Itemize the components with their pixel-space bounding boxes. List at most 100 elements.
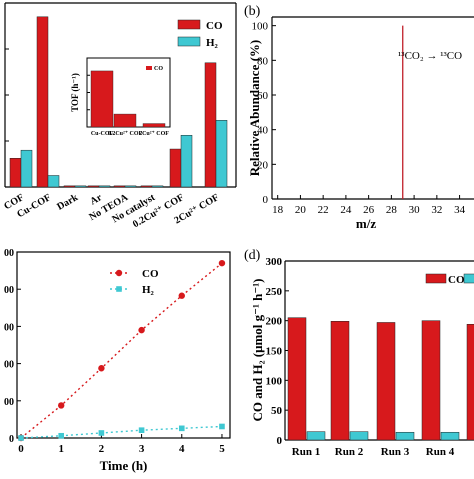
bar-co xyxy=(169,148,182,188)
inset-bar-co xyxy=(90,70,114,128)
x-tick-label: 3 xyxy=(139,443,145,455)
inset-x-tick-label: Cu-COF xyxy=(91,131,114,137)
bar-co xyxy=(140,185,153,188)
panel-d: (d) 0 50 100 150 200 250 300 Run 1 Run 2 Run 3 Run … xyxy=(244,248,474,458)
bar-h2 xyxy=(349,431,369,441)
x-tick-label: Run 3 xyxy=(381,446,410,458)
x-tick-label: Run 4 xyxy=(426,446,455,458)
x-tick-label: 18 xyxy=(272,204,284,216)
x-tick-label: 24 xyxy=(340,204,352,216)
x-tick-label: 30 xyxy=(409,204,421,216)
point-co xyxy=(58,402,65,409)
panel-b: (b)02040608010018202224262830323436¹³CO₂… xyxy=(244,4,474,231)
bar-h2 xyxy=(180,135,193,188)
legend-label-h2: H₂ xyxy=(142,284,155,296)
y-tick-label: 100 xyxy=(252,21,269,33)
x-tick-label: 20 xyxy=(295,204,307,216)
inset-x-tick-label: 0.2Cu²⁺ COF xyxy=(108,131,143,137)
x-tick-label: 34 xyxy=(454,204,466,216)
point-co xyxy=(178,292,185,299)
bar-co xyxy=(376,322,396,441)
y-tick-label: 00 xyxy=(4,248,14,259)
plot-frame xyxy=(16,251,231,439)
x-tick-label: Dark xyxy=(55,192,80,213)
legend-swatch-co xyxy=(177,19,201,30)
y-tick-label: 300 xyxy=(266,256,283,268)
y-axis-label: Relative Abundance (%) xyxy=(247,40,262,177)
x-tick-label: 22 xyxy=(318,204,329,216)
bar-co xyxy=(466,323,474,441)
legend-label-co: CO xyxy=(448,274,465,286)
x-tick-label: Run 1 xyxy=(292,446,320,458)
series-line-h2 xyxy=(20,425,222,439)
legend-swatch-h2 xyxy=(463,273,474,284)
point-co xyxy=(138,326,145,334)
y-tick-label: 0 xyxy=(277,435,283,447)
bar-co xyxy=(330,321,350,441)
x-tick-label: Run 2 xyxy=(335,446,364,458)
point-h2 xyxy=(18,435,24,441)
y-tick-label: 200 xyxy=(266,316,283,328)
x-tick-label: 32 xyxy=(431,204,442,216)
bar-co xyxy=(87,185,100,188)
bar-h2 xyxy=(124,185,137,188)
bar-h2 xyxy=(98,185,111,188)
point-h2 xyxy=(58,432,65,439)
bar-h2 xyxy=(47,175,60,188)
bar-h2 xyxy=(74,185,87,188)
y-tick-label: 250 xyxy=(266,286,283,298)
bar-co xyxy=(36,16,49,188)
x-axis-label: m/z xyxy=(356,216,376,231)
point-co xyxy=(98,365,105,372)
x-axis-label: Time (h) xyxy=(100,458,148,473)
legend-label-co: CO xyxy=(206,20,223,32)
inset-y-label: TOF (h⁻¹) xyxy=(70,73,80,112)
y-tick-label: 00 xyxy=(4,360,14,371)
x-tick-label: Ar xyxy=(88,192,104,208)
inset-legend-swatch-co xyxy=(146,66,152,70)
bar-co xyxy=(9,158,22,188)
x-tick-label: 5 xyxy=(219,443,225,455)
point-h2 xyxy=(138,427,145,433)
point-h2 xyxy=(219,423,225,430)
bar-h2 xyxy=(215,120,228,188)
y-tick-label: 50 xyxy=(271,405,283,417)
point-h2 xyxy=(98,430,105,436)
legend-swatch-co xyxy=(425,273,447,284)
x-tick-label: 1 xyxy=(58,443,64,455)
x-tick-label: 2 xyxy=(99,443,105,455)
y-tick-label: 20 xyxy=(257,159,269,171)
panel-label: (b) xyxy=(244,4,261,19)
y-tick-label: 150 xyxy=(266,346,283,358)
x-tick-label: 26 xyxy=(363,204,375,216)
x-tick-label: 0 xyxy=(18,443,24,455)
bar-h2 xyxy=(306,431,326,441)
x-tick-label: 28 xyxy=(386,204,398,216)
x-tick-label: 4 xyxy=(179,443,185,455)
legend-marker-h2 xyxy=(116,286,122,292)
inset-x-tick-label: 2Cu²⁺ COF xyxy=(139,131,169,137)
panel-label: (d) xyxy=(244,248,261,263)
bar-co xyxy=(287,317,307,441)
bar-co xyxy=(113,185,126,188)
y-tick-label: 00 xyxy=(4,322,14,333)
bar-h2 xyxy=(20,149,33,188)
y-tick-label: 60 xyxy=(257,90,269,102)
inset-bar-co xyxy=(142,123,166,128)
legend-marker-co xyxy=(115,269,123,277)
point-h2 xyxy=(178,425,185,432)
y-tick-label: 00 xyxy=(4,285,14,296)
inset-legend-label-co: CO xyxy=(154,66,163,72)
annotation: ¹³CO₂ → ¹³CO xyxy=(398,50,462,62)
legend-label-h2: H₂ xyxy=(206,37,219,49)
bar-co xyxy=(421,320,441,441)
bar-co xyxy=(63,185,76,188)
bar-co xyxy=(204,62,217,188)
y-tick-label: 0 xyxy=(9,434,14,445)
inset-bar-co xyxy=(113,113,137,128)
y-tick-label: 0 xyxy=(263,194,269,206)
legend-swatch-h2 xyxy=(177,36,201,47)
bar-h2 xyxy=(395,431,415,441)
